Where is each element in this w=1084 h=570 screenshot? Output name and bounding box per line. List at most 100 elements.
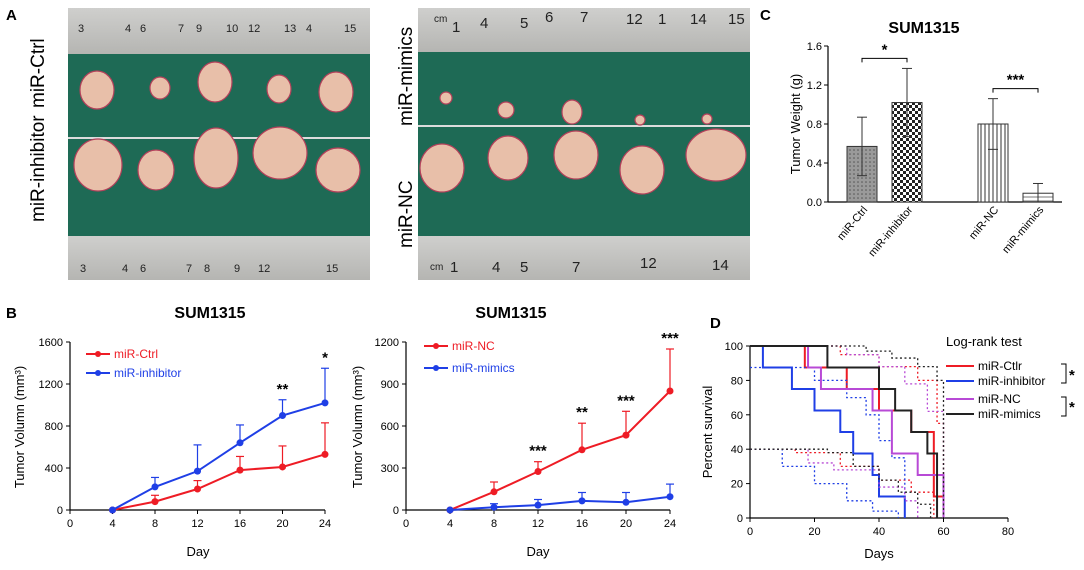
legend-bracket-sig-2: * [1069, 399, 1075, 416]
panel-label-c: C [760, 7, 771, 24]
ruler-bottom-right [418, 236, 750, 280]
ruler-number: 14 [690, 11, 707, 28]
legend-label-mir-nc: miR-NC [452, 339, 495, 353]
legend-marker-mir-mimics [433, 365, 439, 371]
photo-left: 3 4 6 7 9 10 12 13 4 15 3 4 6 7 8 9 12 1… [68, 8, 370, 280]
data-point [666, 493, 674, 501]
legend: miR-Ctrl miR-inhibitor [86, 347, 181, 380]
ruler-number: 5 [520, 15, 528, 32]
y-tick-label: 400 [45, 463, 63, 475]
chart-title: SUM1315 [174, 305, 245, 322]
data-point [446, 506, 454, 514]
data-point [194, 485, 201, 493]
tumor-sample [634, 114, 646, 126]
significance-label: *** [617, 392, 635, 409]
legend-label-mir-mimics: miR-mimics [452, 361, 515, 375]
y-tick-label: 100 [725, 341, 743, 353]
y-axis-label: Tumor Volumn (mm³) [12, 366, 27, 488]
ci-upper-mir-inhibitor [750, 366, 906, 518]
ruler-top-right [418, 8, 750, 52]
ruler-number: 15 [326, 263, 338, 275]
ruler-number: 14 [712, 257, 729, 274]
ruler-number: 8 [204, 263, 210, 275]
tumor-sample [193, 127, 239, 189]
tumor-sample [266, 74, 292, 104]
series-line-mir-nc [449, 390, 671, 511]
x-tick-label: miR-Ctrl [835, 204, 870, 243]
x-tick-label: 80 [1002, 526, 1014, 538]
ruler-number: 4 [480, 15, 488, 32]
x-tick-label: 8 [491, 518, 497, 530]
comparison-bracket [992, 88, 1039, 93]
tumor-sample [137, 149, 175, 191]
data-point [151, 498, 159, 506]
ruler-number: 6 [140, 23, 146, 35]
y-tick-label: 20 [731, 479, 743, 491]
ruler-number: 7 [186, 263, 192, 275]
ci-upper-mir-nc [750, 345, 945, 518]
legend-label-mir-ctlr: miR-Ctlr [978, 359, 1022, 373]
y-tick-label: 0.4 [807, 158, 822, 170]
survival-curve-mir-inhibitor [750, 345, 906, 518]
y-tick-label: 1200 [39, 379, 63, 391]
data-point [622, 431, 630, 439]
significance-label: * [322, 349, 328, 366]
tumor-sample [701, 113, 713, 125]
data-point [578, 497, 586, 505]
x-tick-label: 40 [873, 526, 885, 538]
series-line-mir-mimics [449, 495, 671, 511]
x-tick-label: 4 [447, 518, 453, 530]
ruler-number: 5 [520, 259, 528, 276]
data-point [279, 463, 286, 471]
data-point [490, 488, 498, 496]
x-axis-label: Day [526, 544, 550, 559]
legend-bracket-sig-1: * [1069, 367, 1075, 384]
ruler-bottom-left [68, 236, 370, 280]
significance-label: *** [661, 330, 679, 347]
x-tick-label: 20 [276, 518, 288, 530]
x-tick-label: 16 [576, 518, 588, 530]
ruler-number: 9 [234, 263, 240, 275]
y-tick-label: 80 [731, 375, 743, 387]
x-tick-label: miR-mimics [1000, 204, 1046, 256]
ruler-number: 1 [452, 19, 460, 36]
row-label-mir-nc: miR-NC [396, 180, 417, 248]
x-tick-label: 0 [67, 518, 73, 530]
tumor-sample [318, 71, 354, 113]
y-tick-label: 0.8 [807, 119, 822, 131]
data-point [236, 466, 244, 474]
y-tick-label: 0.0 [807, 197, 822, 209]
x-tick-label: 8 [152, 518, 158, 530]
x-tick-label: 16 [234, 518, 246, 530]
ruler-labels-right: cm 1 4 5 6 7 12 1 14 15 cm 1 4 5 7 12 14 [430, 9, 745, 276]
chart-title: SUM1315 [888, 20, 959, 37]
ruler-number: 12 [248, 23, 260, 35]
ruler-number: 4 [492, 259, 500, 276]
panel-label-d: D [710, 315, 721, 332]
ruler-top-left [68, 8, 370, 54]
y-axis-label: Tumor Weight (g) [788, 74, 803, 174]
y-axis-label: Tumor Volumn (mm³) [350, 366, 365, 488]
y-tick-label: 1600 [39, 337, 63, 349]
x-axis-label: Day [186, 544, 210, 559]
legend-bracket-2 [1061, 396, 1067, 417]
data-point [490, 503, 498, 511]
legend-title: Log-rank test [946, 334, 1022, 349]
significance-label: ** [277, 381, 289, 398]
legend-marker-mir-inhibitor [95, 370, 101, 376]
ruler-number: 7 [178, 23, 184, 35]
y-tick-label: 1.6 [807, 41, 822, 53]
data-point [279, 412, 286, 419]
tumor-sample [487, 135, 529, 181]
ruler-number: 4 [125, 23, 131, 35]
ruler-number: 3 [80, 263, 86, 275]
data-point [578, 446, 586, 454]
significance-label: *** [529, 443, 547, 460]
tumor-sample [553, 130, 599, 180]
chart-b-left: SUM1315 Tumor Volumn (mm³) Day miR-Ctrl … [12, 305, 331, 559]
legend-label-mir-mimics: miR-mimics [978, 407, 1041, 421]
tumor-sample [149, 76, 171, 100]
panel-label-b: B [6, 305, 17, 322]
tumor-sample [561, 99, 583, 125]
tumor-sample [497, 101, 515, 119]
